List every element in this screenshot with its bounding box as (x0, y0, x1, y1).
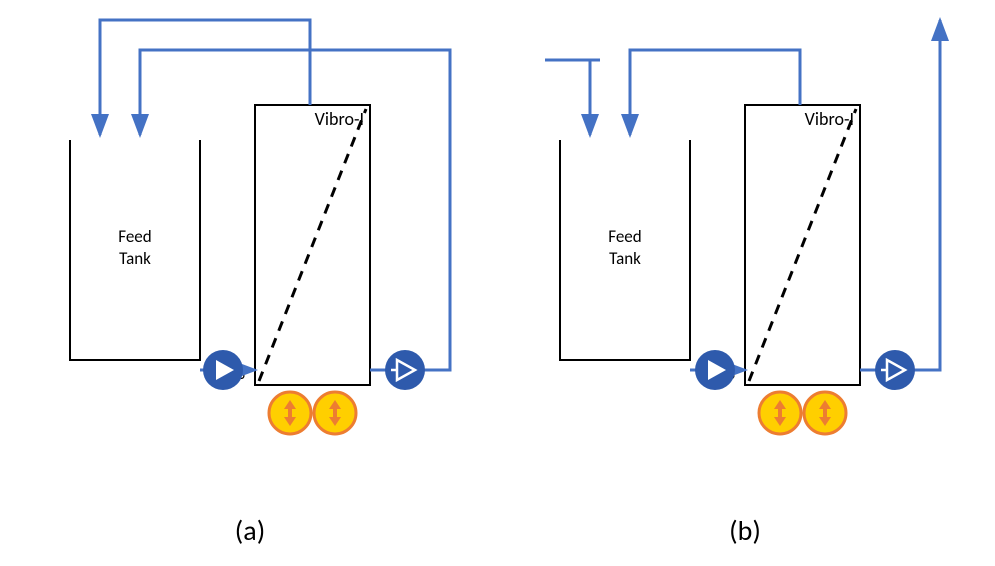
module-label: (b) (729, 513, 761, 548)
pump-icon (695, 350, 735, 390)
sensor-icon (385, 350, 425, 390)
flow-line (908, 20, 940, 370)
tank-label: Feed (608, 226, 641, 247)
module-A: FeedTankVibro-IT&S(a) (70, 20, 450, 548)
tank-label: Feed (118, 226, 151, 247)
vibro-label: Vibro-I (805, 108, 854, 130)
actuator-icon (759, 392, 801, 434)
sensor-icon (875, 350, 915, 390)
tank-label: Tank (609, 248, 641, 269)
module-label: (a) (235, 513, 265, 548)
tank-label: Tank (119, 248, 151, 269)
actuator-icon (314, 392, 356, 434)
actuator-icon (269, 392, 311, 434)
pump-icon (203, 350, 243, 390)
vibro-label: Vibro-I (315, 108, 364, 130)
module-B: FeedTankVibro-IT&S(b) (545, 20, 940, 548)
actuator-icon (804, 392, 846, 434)
